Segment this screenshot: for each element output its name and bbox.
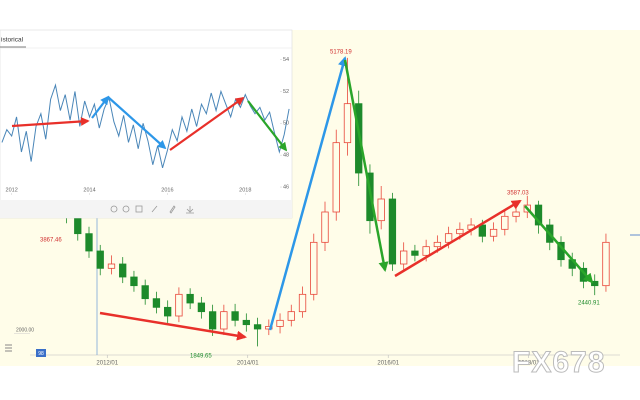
candle-body xyxy=(321,211,329,243)
annotation: 3587.03 xyxy=(507,191,529,197)
pen[interactable] xyxy=(169,205,176,214)
x-tick-label: 2018 xyxy=(239,187,251,193)
zoom-out[interactable] xyxy=(122,205,130,213)
candle-body xyxy=(298,293,307,313)
candle-body xyxy=(422,246,430,256)
x-tick-label: 2014/01 xyxy=(237,361,259,367)
candle-body xyxy=(107,263,116,269)
candle-body xyxy=(400,250,408,265)
candle-body xyxy=(175,293,183,317)
inset-panel: istorical 46 48 50 52 54 2012 2014 2016 2018 xyxy=(0,29,293,219)
candle-body xyxy=(501,215,509,230)
arrow xyxy=(268,56,348,331)
candle-body xyxy=(253,324,262,330)
candle-body xyxy=(433,241,442,248)
candle-body xyxy=(332,142,340,213)
candle-body xyxy=(388,198,397,265)
watermark: FX678 xyxy=(512,346,605,379)
annotation: 3867.46 xyxy=(40,238,62,244)
annotation: 2440.91 xyxy=(578,301,600,307)
candle-body xyxy=(164,306,172,317)
arrow xyxy=(343,59,389,272)
candle-body xyxy=(119,263,127,278)
download[interactable] xyxy=(186,206,194,214)
candle-body xyxy=(220,311,228,330)
candle-body xyxy=(591,280,599,287)
menu-icon[interactable] xyxy=(5,344,12,352)
arrow xyxy=(394,199,522,278)
y-tick-label: 54 xyxy=(283,57,289,63)
y-tick-label: 2000.00 xyxy=(16,328,34,334)
candle-body xyxy=(411,250,419,256)
toolbar xyxy=(0,200,292,218)
candle-body xyxy=(456,228,464,235)
candle-body xyxy=(444,233,453,243)
candle-body xyxy=(489,228,498,237)
arrow xyxy=(91,95,110,119)
y-tick-label: 46 xyxy=(283,184,289,190)
candle-body xyxy=(478,224,486,237)
candle-body xyxy=(231,311,239,321)
annotation: 5178.19 xyxy=(330,50,352,56)
cursor-badge xyxy=(36,349,46,357)
x-tick-label: 2018/01 xyxy=(518,361,540,367)
arrow xyxy=(99,311,247,341)
arrow xyxy=(524,205,594,284)
x-tick-label: 2012 xyxy=(6,187,18,193)
candle-body xyxy=(96,250,104,269)
candle-body xyxy=(141,285,149,300)
candle-body xyxy=(287,311,295,321)
candle-body xyxy=(197,302,206,313)
candle-body xyxy=(265,325,273,330)
zoom-in[interactable] xyxy=(110,205,118,213)
arrow xyxy=(247,100,288,152)
candle-body xyxy=(377,198,385,222)
candle-body xyxy=(130,276,138,287)
candle-body xyxy=(343,103,352,144)
candle-body xyxy=(276,319,284,327)
x-tick-label: 2016/01 xyxy=(377,361,399,367)
candle-body xyxy=(186,293,194,304)
x-tick-label: 2012/01 xyxy=(96,361,118,367)
arrow xyxy=(107,96,167,150)
reset[interactable] xyxy=(135,205,143,213)
y-tick-label: 52 xyxy=(283,89,289,95)
candle-body xyxy=(534,204,543,226)
candle-body xyxy=(602,241,610,287)
x-tick-label: 2016 xyxy=(161,187,173,193)
candle-body xyxy=(310,241,318,295)
candle-body xyxy=(74,215,82,235)
annotation: 1849.65 xyxy=(190,354,212,360)
candle-body xyxy=(152,298,161,308)
y-tick-label: 48 xyxy=(283,153,289,159)
trend-arrows xyxy=(99,56,594,341)
arrow xyxy=(169,96,245,151)
y-tick-label: 50 xyxy=(283,121,289,127)
draw[interactable] xyxy=(151,205,158,213)
x-tick-label: 2014 xyxy=(83,187,95,193)
tab[interactable]: istorical xyxy=(1,37,24,44)
arrow xyxy=(11,117,90,128)
candle-body xyxy=(242,319,250,326)
candle-body xyxy=(85,233,93,252)
candle-body xyxy=(208,311,217,330)
cursor-label: 98 xyxy=(38,351,44,357)
candle-body xyxy=(512,211,520,217)
inset-arrows xyxy=(11,95,288,152)
